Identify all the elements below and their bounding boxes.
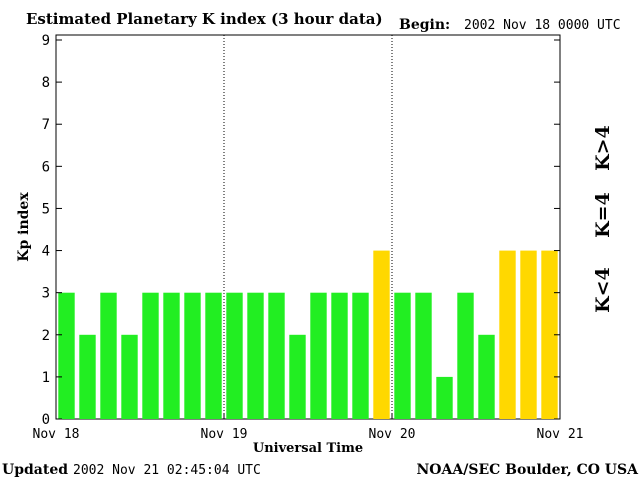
bar — [79, 334, 96, 419]
bar — [268, 292, 285, 419]
y-tick-label: 2 — [42, 328, 50, 344]
x-tick-label: Nov 18 — [33, 427, 80, 442]
y-tick-label: 6 — [42, 159, 50, 175]
bar — [163, 292, 180, 419]
begin-label: Begin: — [399, 17, 450, 33]
y-axis-label: Kp index — [16, 192, 32, 262]
updated-value: 2002 Nov 21 02:45:04 UTC — [73, 463, 261, 478]
bar — [520, 250, 537, 419]
bar — [226, 292, 243, 419]
x-axis-ticks: Nov 18 Nov 19 Nov 20 Nov 21 — [33, 413, 584, 442]
y-tick-label: 0 — [42, 412, 50, 428]
y-tick-label: 4 — [42, 244, 50, 260]
y-tick-label: 5 — [42, 201, 50, 217]
y-axis-ticks: 0 1 2 3 4 5 6 7 8 9 — [42, 33, 560, 428]
y-tick-label: 9 — [42, 33, 50, 49]
bar — [310, 292, 327, 419]
bar — [415, 292, 432, 419]
bar — [394, 292, 411, 419]
bar — [499, 250, 516, 419]
legend-high: K>4 — [592, 125, 614, 171]
legend-low: K<4 — [592, 267, 614, 313]
bar — [457, 292, 474, 419]
bar — [352, 292, 369, 419]
y-tick-label: 8 — [42, 75, 50, 91]
updated-label: Updated — [2, 462, 68, 478]
bar — [289, 334, 306, 419]
x-axis-label: Universal Time — [253, 441, 363, 456]
bar — [205, 292, 222, 419]
bar — [100, 292, 117, 419]
y-tick-label: 7 — [42, 117, 50, 133]
x-tick-label: Nov 20 — [369, 427, 416, 442]
begin-value: 2002 Nov 18 0000 UTC — [464, 18, 621, 33]
legend-mid: K=4 — [592, 192, 614, 238]
day-separators — [223, 35, 393, 419]
y-tick-label: 3 — [42, 286, 50, 302]
y-tick-label: 1 — [42, 370, 50, 386]
source-credit: NOAA/SEC Boulder, CO USA — [417, 462, 640, 478]
plot-frame — [55, 34, 561, 420]
bar — [541, 250, 558, 419]
bar — [121, 334, 138, 419]
bar — [331, 292, 348, 419]
bar — [436, 376, 453, 419]
bar — [478, 334, 495, 419]
chart-title: Estimated Planetary K index (3 hour data… — [26, 10, 383, 28]
bar — [373, 250, 390, 419]
x-tick-label: Nov 19 — [201, 427, 248, 442]
bar — [58, 292, 75, 419]
bars-group — [58, 250, 558, 419]
bar — [184, 292, 201, 419]
bar — [247, 292, 264, 419]
x-tick-label: Nov 21 — [537, 427, 584, 442]
bar — [142, 292, 159, 419]
